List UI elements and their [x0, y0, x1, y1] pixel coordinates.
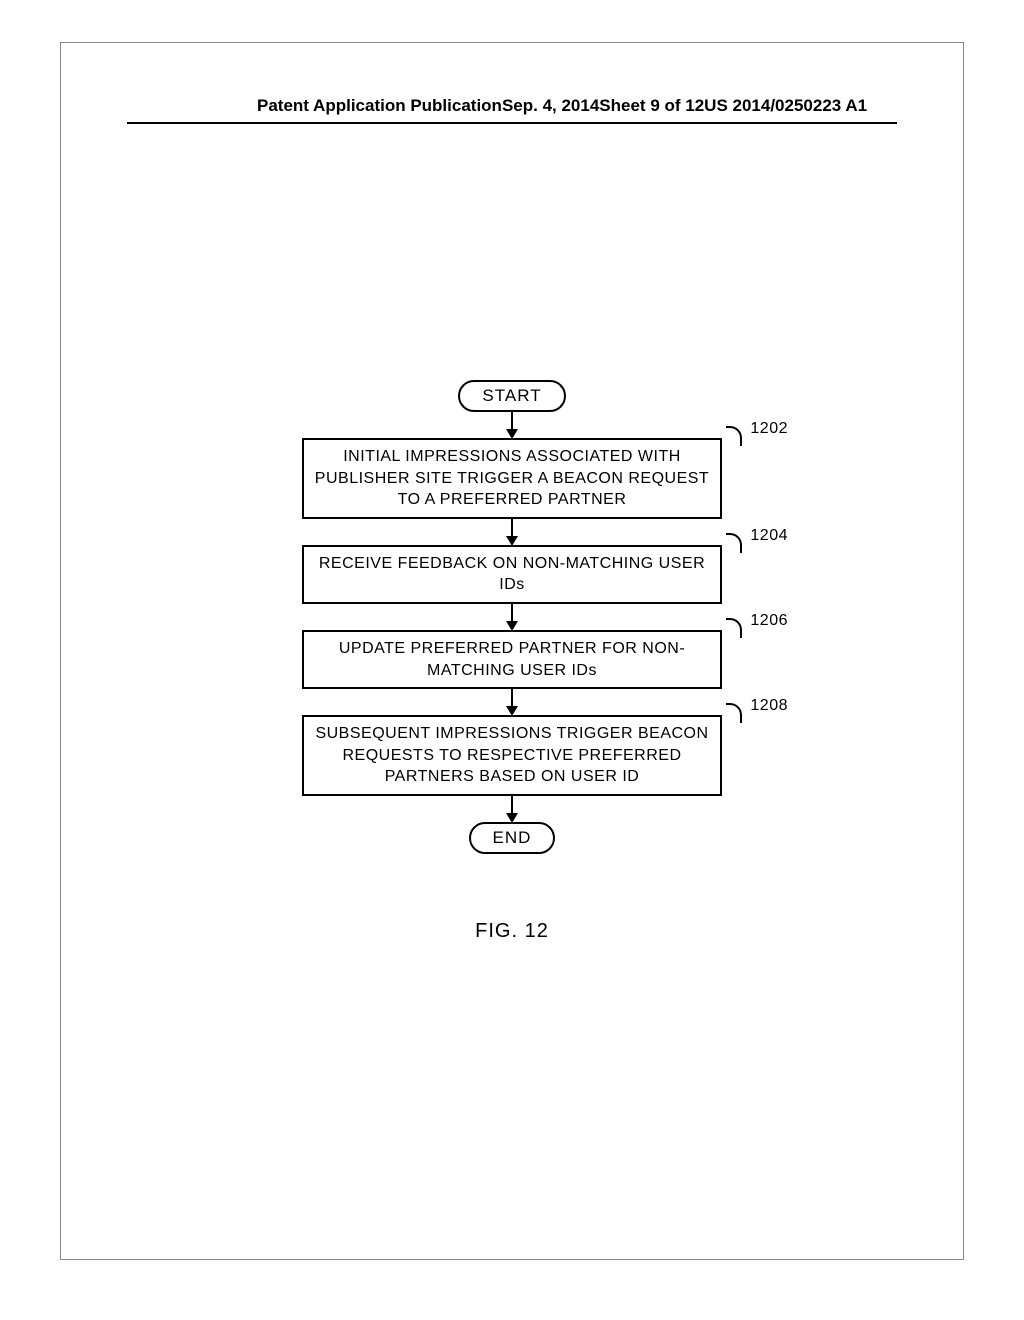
process-text: SUBSEQUENT IMPRESSIONS TRIGGER BEACON RE… [315, 725, 708, 785]
ref-hook-icon [726, 703, 742, 723]
process-text: UPDATE PREFERRED PARTNER FOR NON-MATCHIN… [339, 640, 685, 679]
process-text: RECEIVE FEEDBACK ON NON-MATCHING USER ID… [319, 555, 705, 594]
flow-arrow [511, 796, 513, 822]
process-step-1206: UPDATE PREFERRED PARTNER FOR NON-MATCHIN… [302, 630, 722, 689]
end-terminator: END [469, 822, 556, 854]
start-terminator: START [458, 380, 565, 412]
ref-label: 1204 [750, 525, 788, 547]
ref-label: 1202 [750, 418, 788, 440]
ref-hook-icon [726, 426, 742, 446]
process-step-1208: SUBSEQUENT IMPRESSIONS TRIGGER BEACON RE… [302, 715, 722, 796]
header-right: US 2014/0250223 A1 [704, 96, 867, 116]
process-step-1204: RECEIVE FEEDBACK ON NON-MATCHING USER ID… [302, 545, 722, 604]
process-text: INITIAL IMPRESSIONS ASSOCIATED WITH PUBL… [315, 448, 709, 508]
ref-label: 1206 [750, 610, 788, 632]
flow-arrow [511, 604, 513, 630]
header-left: Patent Application Publication [257, 96, 502, 116]
ref-hook-icon [726, 618, 742, 638]
flow-arrow [511, 519, 513, 545]
patent-header: Patent Application Publication Sep. 4, 2… [127, 96, 897, 124]
ref-label: 1208 [750, 695, 788, 717]
flow-arrow [511, 412, 513, 438]
flowchart: START INITIAL IMPRESSIONS ASSOCIATED WIT… [252, 380, 772, 854]
header-date: Sep. 4, 2014 [502, 96, 599, 116]
ref-hook-icon [726, 533, 742, 553]
process-step-1202: INITIAL IMPRESSIONS ASSOCIATED WITH PUBL… [302, 438, 722, 519]
header-sheet: Sheet 9 of 12 [599, 96, 704, 116]
figure-caption: FIG. 12 [475, 920, 549, 943]
flow-arrow [511, 689, 513, 715]
